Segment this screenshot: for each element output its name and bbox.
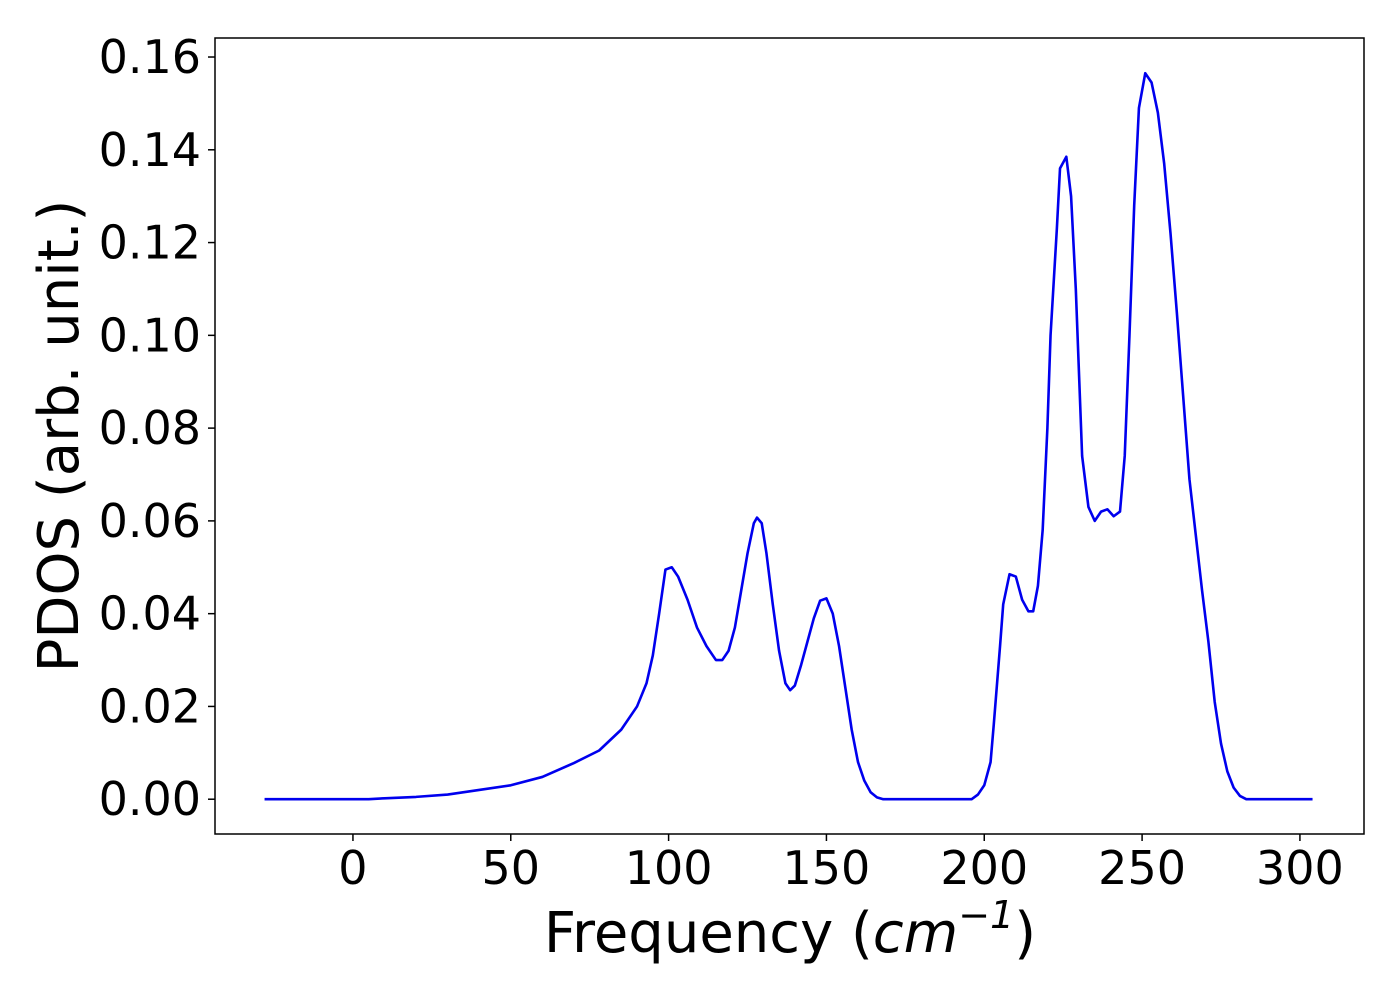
x-tick-label: 100 <box>625 841 713 895</box>
y-axis-label: PDOS (arb. unit.) <box>27 200 92 673</box>
x-tick-label: 200 <box>940 841 1028 895</box>
y-tick-label: 0.08 <box>99 401 201 455</box>
y-tick-label: 0.00 <box>99 772 201 826</box>
y-tick-label: 0.06 <box>99 494 201 548</box>
y-tick-label: 0.12 <box>99 216 201 270</box>
line-series <box>264 71 1313 801</box>
x-tick-label: 300 <box>1256 841 1344 895</box>
x-tick-label: 150 <box>783 841 871 895</box>
x-label-text: Frequency ( <box>544 901 873 966</box>
x-tick-label: 250 <box>1098 841 1186 895</box>
x-axis-label: Frequency (cm−1) <box>544 893 1036 966</box>
x-label-close: ) <box>1014 901 1036 966</box>
plot-frame <box>214 37 1365 835</box>
x-label-sup: −1 <box>958 893 1014 937</box>
y-tick-label: 0.14 <box>99 123 201 177</box>
y-tick-label: 0.16 <box>99 30 201 84</box>
x-tick-label: 0 <box>338 841 367 895</box>
y-tick-label: 0.02 <box>99 679 201 733</box>
x-label-math: cm <box>873 901 958 966</box>
x-tick-label: 50 <box>481 841 540 895</box>
y-tick-label: 0.04 <box>99 587 201 641</box>
y-tick-label: 0.10 <box>99 308 201 362</box>
